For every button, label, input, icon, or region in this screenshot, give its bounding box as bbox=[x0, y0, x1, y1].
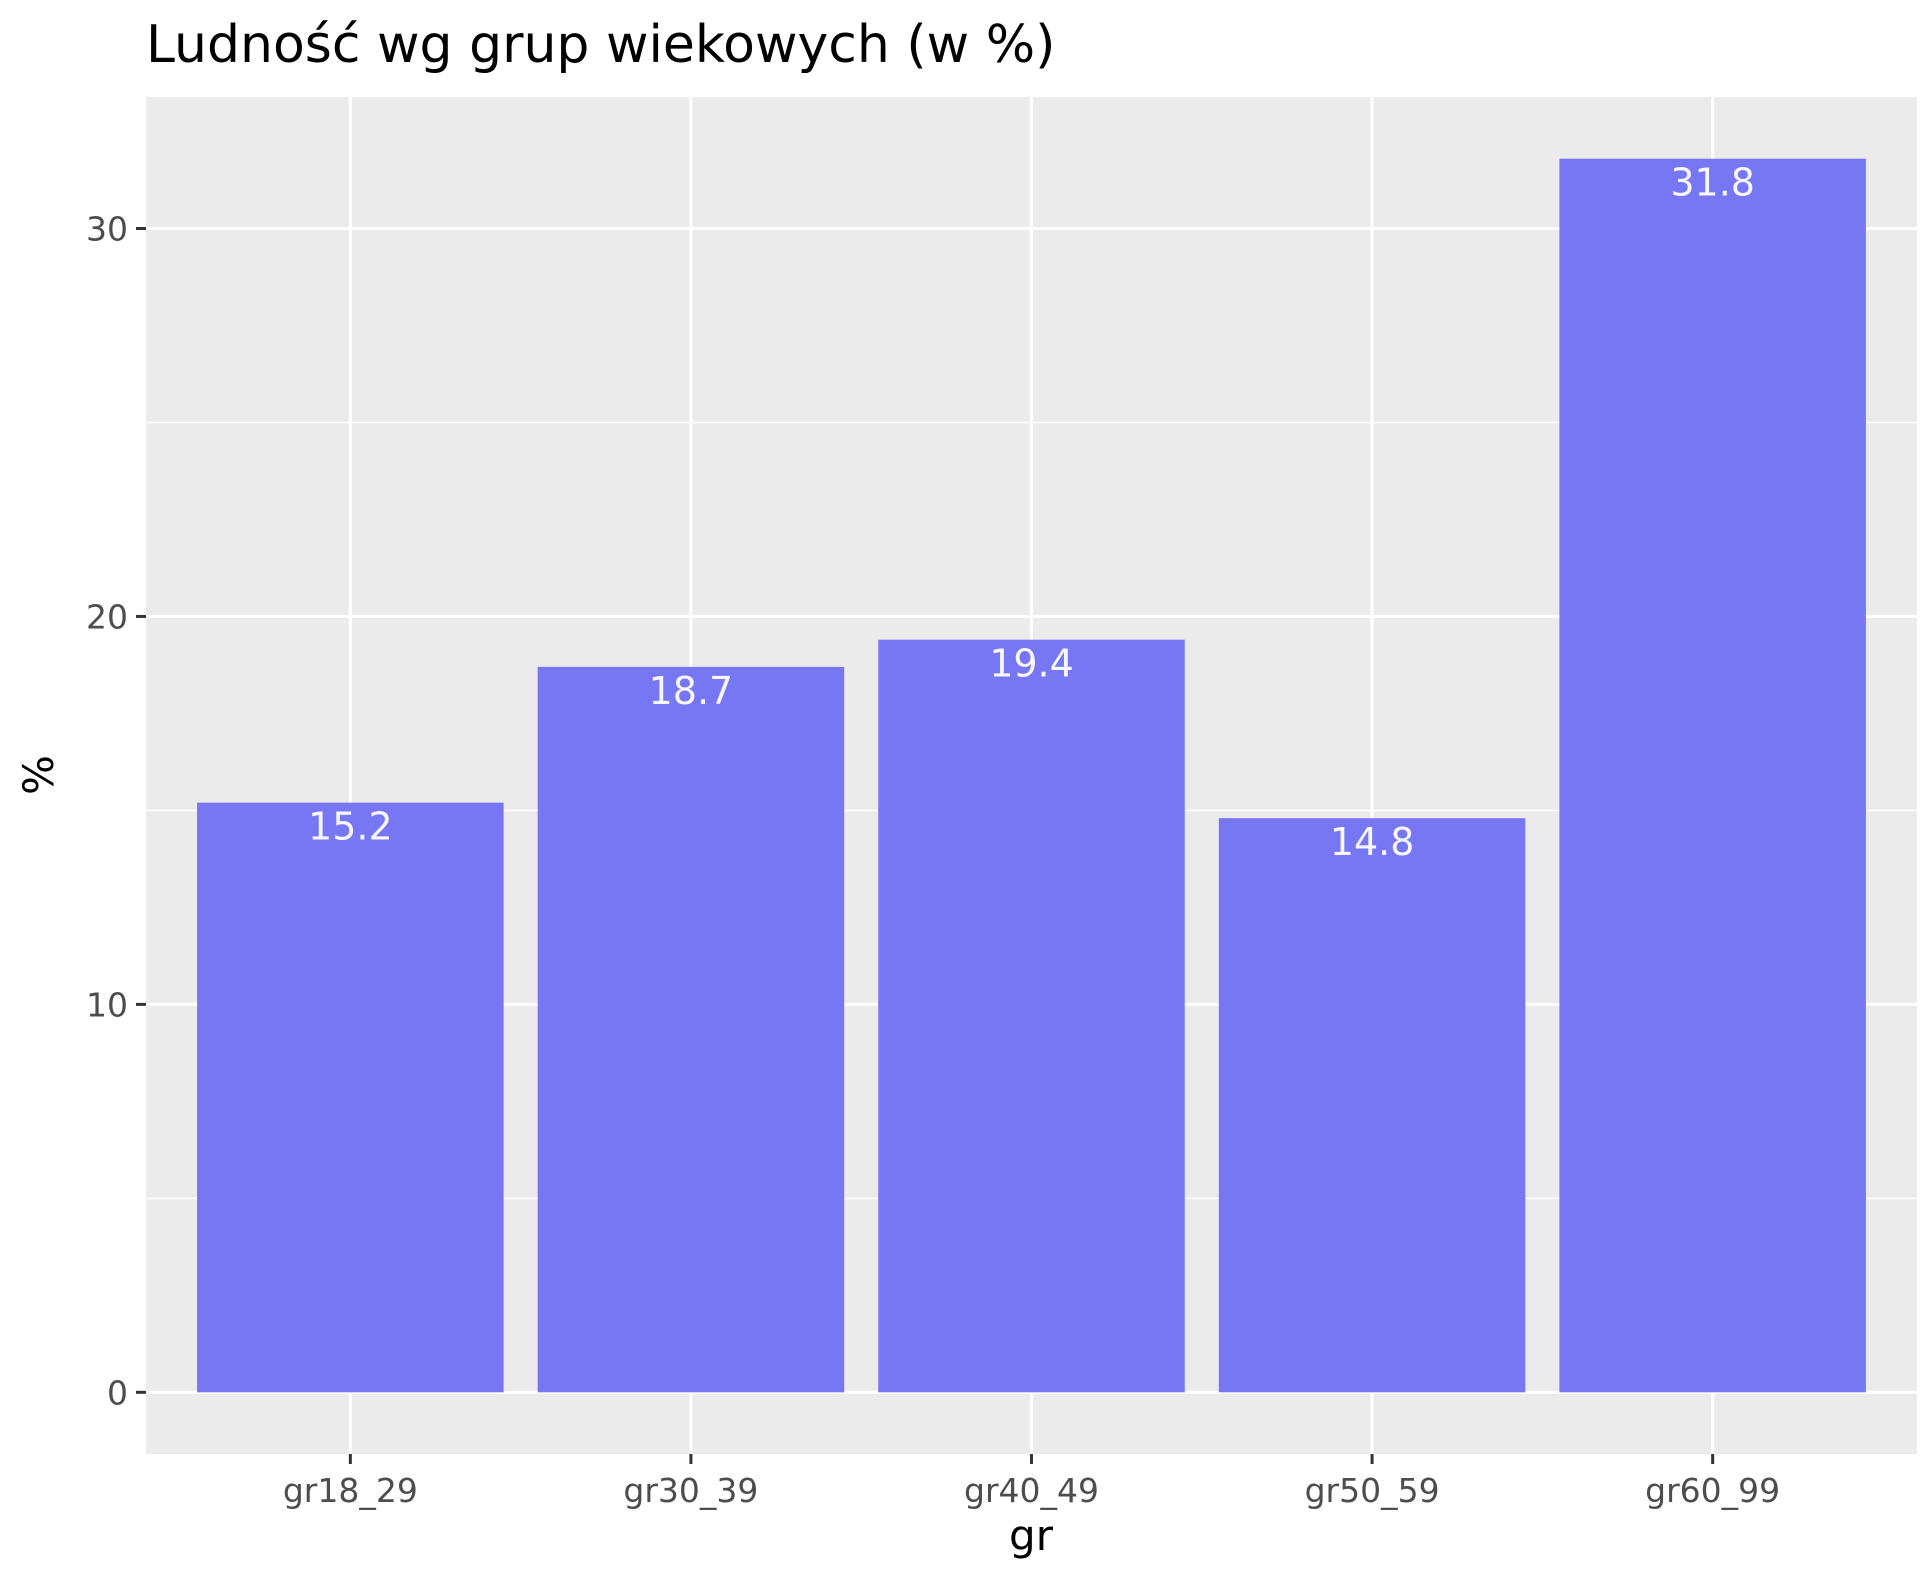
x-tick-label: gr18_29 bbox=[283, 1471, 418, 1510]
bar-gr40_49 bbox=[878, 639, 1185, 1393]
data-label-gr40_49: 19.4 bbox=[989, 642, 1074, 686]
y-tick-label: 30 bbox=[86, 210, 128, 249]
data-label-gr18_29: 15.2 bbox=[308, 805, 393, 849]
y-tick-label: 0 bbox=[107, 1373, 128, 1412]
data-labels: 15.2 18.7 19.4 14.8 31.8 bbox=[308, 161, 1755, 864]
x-axis-title: gr bbox=[1009, 1511, 1054, 1560]
y-axis: 0 10 20 30 bbox=[86, 210, 146, 1412]
bars bbox=[197, 158, 1866, 1393]
x-tick-label: gr60_99 bbox=[1645, 1471, 1780, 1510]
x-tick-label: gr50_59 bbox=[1305, 1471, 1440, 1510]
x-tick-label: gr40_49 bbox=[964, 1471, 1099, 1510]
bar-gr50_59 bbox=[1218, 818, 1526, 1393]
y-tick-label: 20 bbox=[86, 597, 128, 636]
data-label-gr50_59: 14.8 bbox=[1330, 820, 1415, 864]
bar-gr18_29 bbox=[197, 802, 504, 1393]
x-axis: gr18_29 gr30_39 gr40_49 gr50_59 gr60_99 bbox=[283, 1454, 1780, 1510]
y-tick-label: 10 bbox=[86, 985, 128, 1024]
data-label-gr30_39: 18.7 bbox=[649, 669, 734, 713]
y-axis-title: % bbox=[14, 755, 63, 795]
chart-title: Ludność wg grup wiekowych (w %) bbox=[146, 15, 1055, 75]
data-label-gr60_99: 31.8 bbox=[1670, 161, 1755, 205]
bar-gr60_99 bbox=[1559, 158, 1866, 1393]
x-tick-label: gr30_39 bbox=[623, 1471, 758, 1510]
bar-gr30_39 bbox=[537, 666, 845, 1393]
